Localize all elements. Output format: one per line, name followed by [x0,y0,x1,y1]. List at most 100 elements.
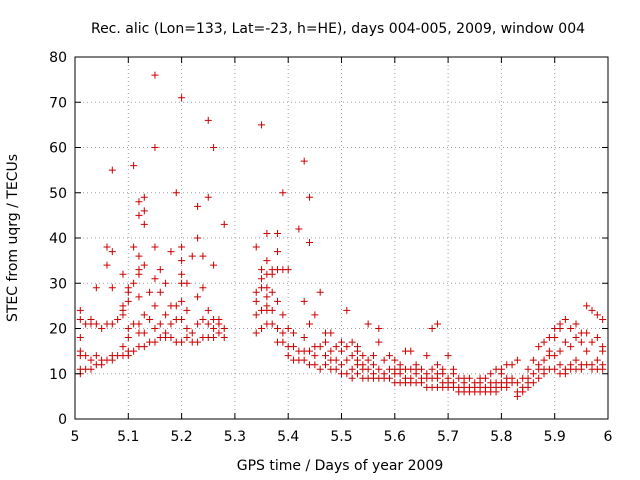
data-point [124,297,132,305]
data-point [423,370,431,378]
data-point [151,325,159,332]
data-point [140,261,148,269]
y-tick-label: 80 [49,50,67,66]
data-point [76,315,84,323]
data-point [156,320,164,328]
axis-ticks [74,56,609,420]
data-point [199,315,207,323]
data-point [380,370,388,378]
data-point [306,347,314,355]
data-point [87,315,95,323]
data-point [545,347,553,355]
data-point [284,266,292,274]
data-point [114,315,122,323]
data-point [151,302,159,310]
data-point [439,365,447,373]
data-point [465,374,473,382]
y-tick-label: 60 [49,141,67,157]
x-tick-label: 5.8 [490,429,512,445]
data-point [279,311,287,319]
x-tick-label: 5.3 [224,429,246,445]
data-point [162,311,170,319]
data-point [524,374,532,382]
data-point [311,361,319,369]
data-point [178,297,186,305]
data-point [119,302,127,310]
data-point [258,121,266,129]
data-point [487,370,495,378]
data-point [359,361,367,369]
data-point [567,343,575,351]
data-point [178,243,186,251]
data-point [156,266,164,274]
data-point [252,243,260,251]
data-point [103,243,111,251]
data-point [87,356,95,364]
data-point [449,379,457,387]
y-tick-label: 10 [49,367,67,383]
data-point [540,356,548,364]
data-point [391,356,399,364]
data-point [204,306,212,314]
data-point [300,157,308,165]
data-point [290,329,298,337]
data-point [348,365,356,373]
data-point [87,365,95,373]
data-point [151,338,159,346]
data-point [311,311,319,319]
data-point [274,229,282,237]
data-point [135,252,143,260]
y-tick-label: 70 [49,95,67,111]
data-point [151,243,159,251]
data-points [76,71,607,400]
data-point [258,266,266,274]
data-point [103,261,111,269]
data-point [263,293,271,301]
data-point [332,365,340,373]
data-point [135,266,143,274]
data-point [353,343,361,351]
data-point [140,220,148,228]
x-tick-label: 5.9 [544,429,566,445]
data-point [268,320,276,328]
data-point [593,334,601,342]
data-point [551,352,559,360]
data-point [513,379,521,387]
x-tick-labels: 5 5.1 5.2 5.3 5.4 5.5 5.6 5.7 5.8 5.9 6 [71,429,613,445]
data-point [332,343,340,351]
data-point [322,361,330,369]
data-point [444,352,452,360]
data-point [551,365,559,373]
grid [75,57,608,419]
data-point [130,162,138,170]
data-point [300,297,308,305]
data-point [417,365,425,373]
data-point [124,325,132,332]
data-point [444,374,452,382]
data-point [343,356,351,364]
data-point [167,248,175,256]
x-tick-label: 5.2 [170,429,192,445]
data-point [258,275,266,283]
data-point [513,356,521,364]
data-point [162,279,170,287]
y-axis-title: STEC from uqrg / TECUs [5,154,21,322]
x-tick-label: 5 [71,429,80,445]
data-point [593,356,601,364]
data-point [92,352,100,360]
data-point [167,334,175,342]
data-point [322,338,330,346]
data-point [220,325,228,332]
data-point [311,352,319,360]
data-point [252,329,260,337]
data-point [119,270,127,278]
data-point [215,329,223,337]
y-tick-label: 50 [49,186,67,202]
data-point [359,352,367,360]
data-point [316,365,324,373]
data-point [407,347,415,355]
x-tick-label: 5.4 [277,429,299,445]
data-point [92,284,100,292]
data-point [316,343,324,351]
data-point [279,329,287,337]
